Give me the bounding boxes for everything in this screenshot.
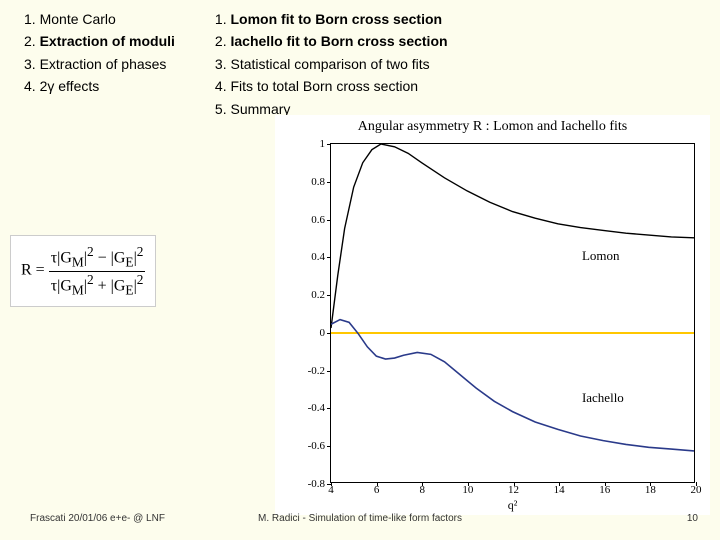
footer-left: Frascati 20/01/06 e+e- @ LNF	[30, 513, 165, 524]
xtick-label: 4	[328, 482, 334, 496]
plot-area: -0.8-0.6-0.4-0.200.20.40.60.814681012141…	[330, 143, 695, 483]
list-item: Extraction of moduli	[24, 30, 175, 52]
chart-curves	[331, 144, 694, 482]
iachello-label: Iachello	[582, 390, 624, 406]
lomon-label: Lomon	[582, 248, 620, 264]
xtick-label: 6	[374, 482, 380, 496]
list-item: Lomon fit to Born cross section	[215, 8, 448, 30]
formula-numerator: τ|GM|2 − |GE|2	[49, 244, 146, 272]
ytick-label: 0.2	[311, 289, 331, 301]
formula-lhs: R =	[21, 262, 45, 279]
ytick-label: 0	[320, 327, 332, 339]
ytick-label: -0.4	[308, 402, 331, 414]
list-item: Statistical comparison of two fits	[215, 53, 448, 75]
left-list-ol: Monte CarloExtraction of moduliExtractio…	[24, 8, 175, 98]
chart-title: Angular asymmetry R : Lomon and Iachello…	[275, 115, 710, 135]
lomon-curve	[331, 144, 694, 328]
xtick-label: 14	[554, 482, 565, 496]
list-item: Fits to total Born cross section	[215, 75, 448, 97]
list-item: 2γ effects	[24, 75, 175, 97]
iachello-curve	[331, 320, 694, 451]
x-axis-label: q²	[508, 482, 518, 513]
list-item: Extraction of phases	[24, 53, 175, 75]
list-item: Iachello fit to Born cross section	[215, 30, 448, 52]
xtick-label: 8	[420, 482, 426, 496]
formula-box: R = τ|GM|2 − |GE|2 τ|GM|2 + |GE|2	[10, 235, 156, 307]
right-list-ol: Lomon fit to Born cross sectionIachello …	[215, 8, 448, 120]
formula-fraction: τ|GM|2 − |GE|2 τ|GM|2 + |GE|2	[49, 244, 146, 298]
ytick-label: 0.4	[311, 251, 331, 263]
left-list: Monte CarloExtraction of moduliExtractio…	[24, 8, 175, 120]
chart: Angular asymmetry R : Lomon and Iachello…	[275, 115, 710, 515]
footer-center: M. Radici - Simulation of time-like form…	[258, 513, 462, 524]
xtick-label: 20	[691, 482, 702, 496]
right-list: Lomon fit to Born cross sectionIachello …	[215, 8, 448, 120]
xtick-label: 18	[645, 482, 656, 496]
list-item: Monte Carlo	[24, 8, 175, 30]
xtick-label: 10	[462, 482, 473, 496]
xtick-label: 16	[599, 482, 610, 496]
ytick-label: 0.8	[311, 176, 331, 188]
formula-denominator: τ|GM|2 + |GE|2	[49, 272, 146, 299]
top-columns: Monte CarloExtraction of moduliExtractio…	[0, 0, 720, 124]
footer-right: 10	[687, 513, 698, 524]
ytick-label: -0.6	[308, 440, 331, 452]
ytick-label: 0.6	[311, 214, 331, 226]
ytick-label: 1	[320, 138, 332, 150]
ytick-label: -0.2	[308, 365, 331, 377]
